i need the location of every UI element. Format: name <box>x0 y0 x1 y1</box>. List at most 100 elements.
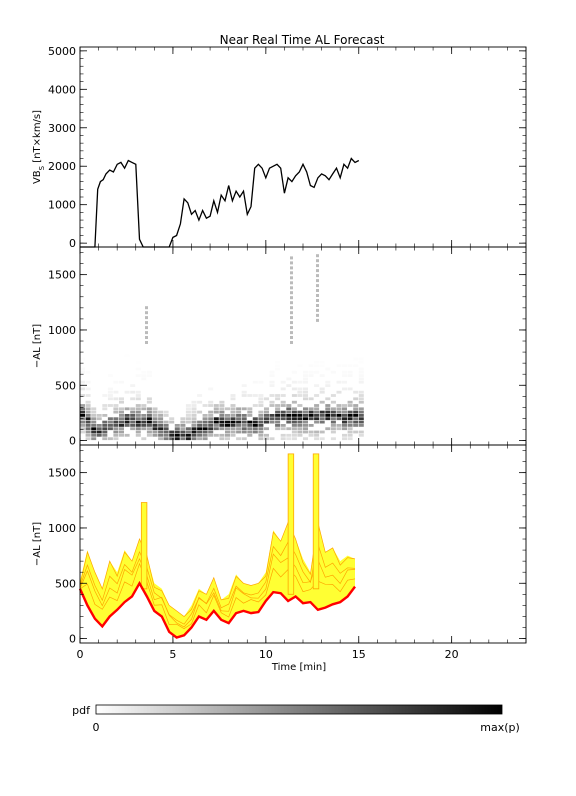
pdf-cell <box>342 380 347 384</box>
pdf-cell <box>247 427 253 431</box>
pdf-cell <box>319 360 325 364</box>
y-tick-label: 1500 <box>48 467 76 480</box>
pdf-cell <box>314 417 320 421</box>
pdf-cell <box>85 407 91 411</box>
pdf-cell <box>130 407 136 411</box>
pdf-cell <box>275 397 281 401</box>
pdf-cell <box>258 437 264 441</box>
pdf-cell <box>325 427 331 431</box>
pdf-cell <box>202 404 208 407</box>
pdf-cell <box>342 407 347 411</box>
pdf-cell <box>180 427 186 431</box>
pdf-cell <box>85 410 91 414</box>
pdf-cell <box>247 394 253 397</box>
pdf-cell <box>342 410 347 414</box>
pdf-cell <box>286 433 292 437</box>
pdf-cell <box>325 384 331 387</box>
pdf-cell <box>158 437 164 441</box>
pdf-cell <box>342 437 347 441</box>
pdf-cell <box>269 374 275 377</box>
pdf-cell <box>141 404 147 407</box>
pdf-cell <box>135 390 141 394</box>
pdf-cell <box>174 424 180 427</box>
pdf-cell <box>347 364 353 368</box>
pdf-cell <box>269 370 275 374</box>
pdf-cell <box>252 417 258 421</box>
pdf-cell <box>275 424 281 427</box>
pdf-cell <box>191 404 197 407</box>
pdf-cell <box>297 364 303 368</box>
pdf-cell <box>319 417 325 421</box>
pdf-cell <box>358 424 364 427</box>
y-tick-label: 2000 <box>48 160 76 173</box>
pdf-cell <box>91 414 97 417</box>
pdf-cell <box>241 384 247 387</box>
pdf-cell <box>152 424 158 427</box>
pdf-cell <box>314 364 320 368</box>
y-tick-label: 500 <box>55 577 76 590</box>
pdf-cell <box>252 424 258 427</box>
pdf-cell <box>146 410 152 414</box>
pdf-cell <box>308 433 314 437</box>
pdf-cell <box>119 410 124 414</box>
pdf-cell <box>353 397 359 401</box>
pdf-cell <box>91 420 97 424</box>
pdf-cell <box>185 417 191 421</box>
pdf-cell <box>152 417 158 421</box>
pdf-outlier-cell <box>290 296 293 300</box>
pdf-cell <box>230 414 236 417</box>
pdf-cell <box>174 427 180 431</box>
pdf-outlier-cell <box>290 331 293 335</box>
pdf-cell <box>124 417 130 421</box>
pdf-cell <box>135 427 141 431</box>
pdf-cell <box>342 420 347 424</box>
pdf-cell <box>291 400 297 404</box>
pdf-cell <box>180 433 186 437</box>
pdf-cell <box>119 433 124 437</box>
pdf-cell <box>258 410 264 414</box>
pdf-cell <box>191 430 197 434</box>
pdf-cell <box>113 424 119 427</box>
pdf-cell <box>219 420 225 424</box>
pdf-cell <box>202 437 208 441</box>
pdf-outlier-cell <box>290 321 293 325</box>
pdf-cell <box>124 390 130 394</box>
x-tick-label: 20 <box>445 648 459 661</box>
pdf-cell <box>113 417 119 421</box>
pdf-cell <box>219 433 225 437</box>
pdf-cell <box>347 430 353 434</box>
ensemble-spike <box>140 502 148 590</box>
pdf-cell <box>208 430 214 434</box>
pdf-cell <box>85 427 91 431</box>
pdf-cell <box>275 364 281 368</box>
pdf-cell <box>180 417 186 421</box>
ensemble-spike <box>312 453 320 590</box>
pdf-cell <box>85 370 91 374</box>
pdf-cell <box>152 430 158 434</box>
pdf-cell <box>325 404 331 407</box>
pdf-cell <box>213 420 219 424</box>
pdf-cell <box>213 427 219 431</box>
pdf-cell <box>291 420 297 424</box>
pdf-cell <box>197 394 203 397</box>
pdf-cell <box>303 430 308 434</box>
pdf-cell <box>208 424 214 427</box>
pdf-cell <box>303 380 308 384</box>
pdf-cell <box>347 414 353 417</box>
pdf-cell <box>141 417 147 421</box>
pdf-cell <box>247 430 253 434</box>
pdf-cell <box>219 400 225 404</box>
pdf-cell <box>325 414 331 417</box>
pdf-cell <box>113 427 119 431</box>
pdf-cell <box>185 437 191 441</box>
al-pdf-panel: 0 500 1000 1500 −AL [nT] <box>32 246 527 448</box>
pdf-cell <box>314 384 320 387</box>
pdf-cell <box>353 404 359 407</box>
pdf-cell <box>308 364 314 368</box>
pdf-cell <box>347 417 353 421</box>
pdf-cell <box>141 437 147 441</box>
pdf-cell <box>280 387 286 391</box>
pdf-cell <box>314 420 320 424</box>
pdf-cell <box>213 417 219 421</box>
pdf-cell <box>297 380 303 384</box>
